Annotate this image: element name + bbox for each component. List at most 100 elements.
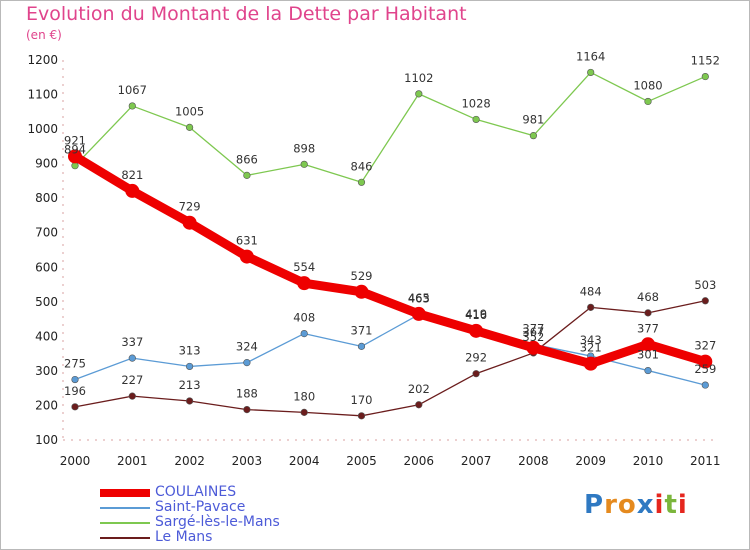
logo-letter: i [677, 490, 688, 520]
data-point [186, 397, 194, 405]
data-label: 227 [121, 373, 143, 387]
data-label: 465 [408, 291, 430, 305]
y-tick-label: 500 [35, 295, 58, 309]
data-label: 1067 [118, 83, 147, 97]
series-line-Le Mans [74, 300, 706, 417]
data-label: 327 [694, 339, 716, 353]
data-label: 846 [351, 159, 373, 173]
logo-letter: t [664, 490, 678, 520]
data-point [644, 366, 652, 375]
data-point [357, 178, 366, 186]
data-point [297, 276, 312, 291]
data-label: 416 [465, 308, 487, 322]
legend-label: COULAINES [155, 484, 237, 500]
data-label: 213 [179, 378, 201, 392]
logo-letter: i [654, 490, 665, 520]
logo-letter: x [636, 490, 655, 520]
data-point [583, 356, 598, 371]
y-tick-label: 200 [35, 398, 58, 412]
data-point [411, 306, 426, 321]
data-label: 1152 [691, 54, 720, 68]
x-tick-label: 2011 [690, 454, 721, 468]
logo-letter: P [584, 490, 605, 520]
data-label: 468 [637, 290, 659, 304]
y-tick-label: 400 [35, 329, 58, 343]
x-tick-label: 2009 [575, 454, 606, 468]
legend-swatch [100, 507, 150, 509]
x-tick-label: 2002 [174, 454, 205, 468]
legend-swatch [100, 489, 150, 497]
logo-letter: o [617, 490, 637, 520]
data-label: 631 [236, 234, 258, 248]
data-label: 1164 [576, 49, 605, 63]
data-point [701, 381, 709, 389]
chart-title: Evolution du Montant de la Dette par Hab… [26, 3, 467, 25]
data-point [644, 309, 652, 317]
logo-letter: r [604, 490, 618, 520]
data-point [587, 303, 595, 311]
legend-label: Sargé-lès-le-Mans [155, 514, 280, 530]
data-label: 484 [580, 284, 602, 298]
data-point [243, 171, 251, 179]
data-label: 894 [64, 143, 86, 157]
data-label: 554 [293, 260, 315, 274]
data-label: 529 [351, 269, 373, 283]
data-point [239, 249, 254, 264]
data-point [701, 72, 709, 81]
data-point [472, 115, 480, 124]
x-tick-label: 2010 [633, 454, 664, 468]
x-tick-label: 2007 [461, 454, 492, 468]
data-label: 821 [121, 168, 143, 182]
data-label: 419 [465, 307, 487, 321]
data-point [128, 392, 136, 400]
y-tick-label: 1200 [27, 53, 58, 67]
x-tick-label: 2005 [346, 454, 377, 468]
series-layer [68, 68, 713, 420]
x-tick-label: 2008 [518, 454, 549, 468]
data-label: 337 [121, 335, 143, 349]
data-point [243, 359, 251, 367]
x-tick-label: 2001 [117, 454, 148, 468]
data-label: 321 [580, 341, 602, 355]
data-label: 1028 [461, 96, 490, 110]
data-point [357, 342, 366, 350]
y-tick-label: 600 [35, 260, 58, 274]
y-tick-label: 1000 [27, 122, 58, 136]
data-label: 259 [694, 362, 716, 376]
data-point [186, 123, 194, 131]
data-point [354, 284, 369, 299]
data-label: 180 [293, 389, 315, 403]
data-point [415, 90, 423, 98]
data-label: 202 [408, 382, 430, 396]
data-point [128, 354, 136, 362]
data-point [300, 330, 308, 338]
data-point [68, 149, 82, 164]
data-label: 324 [236, 340, 258, 354]
proxiti-logo: Proxiti [584, 490, 688, 520]
data-label: 343 [580, 333, 602, 347]
data-label: 377 [522, 321, 544, 335]
legend-label: Saint-Pavace [155, 499, 246, 515]
data-point [300, 160, 308, 168]
series-line-Saint-Pavace [74, 313, 706, 386]
series-line-Sargé-lès-le-Mans [74, 71, 706, 183]
data-point [125, 183, 140, 198]
data-label: 1005 [175, 104, 204, 118]
data-label: 188 [236, 387, 258, 401]
data-point [357, 412, 366, 420]
data-point [128, 102, 136, 110]
data-label: 371 [351, 323, 373, 337]
data-label: 408 [293, 311, 315, 325]
data-point [415, 401, 423, 409]
legend-label: Le Mans [155, 529, 213, 545]
data-point [472, 370, 480, 378]
y-tick-label: 900 [35, 157, 58, 171]
data-point [641, 337, 655, 352]
data-point [300, 408, 308, 416]
data-point [529, 132, 538, 140]
data-label: 292 [465, 351, 487, 365]
x-tick-label: 2003 [232, 454, 263, 468]
y-tick-label: 700 [35, 226, 58, 240]
data-label: 729 [179, 200, 201, 214]
